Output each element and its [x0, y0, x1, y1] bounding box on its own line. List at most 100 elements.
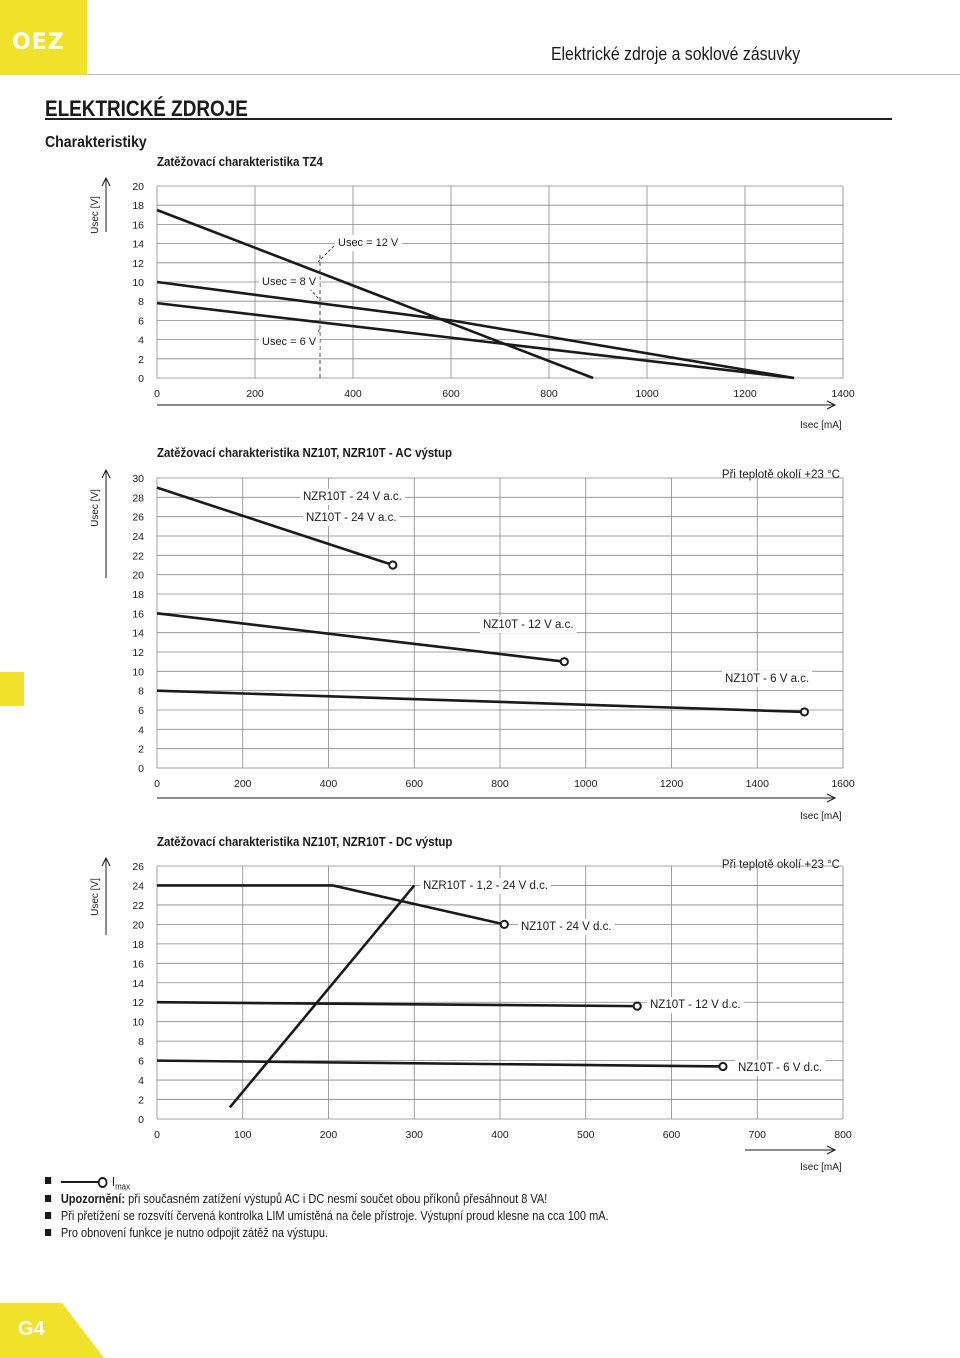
x-tick-label: 600	[663, 1129, 681, 1141]
warning-note: Upozornění: při současném zatížení výstu…	[45, 1191, 609, 1208]
imax-marker-icon	[499, 919, 509, 929]
y-tick-label: 6	[138, 705, 144, 717]
y-tick-label: 0	[138, 1114, 144, 1126]
header-divider	[87, 74, 960, 75]
overload-note: Při přetížení se rozsvítí červená kontro…	[45, 1208, 609, 1225]
imax-marker-icon	[718, 1061, 728, 1072]
y-tick-label: 2	[138, 354, 144, 366]
x-tick-label: 400	[491, 1129, 509, 1141]
series-line	[156, 486, 394, 567]
y-axis-arrowhead	[101, 468, 111, 479]
y-tick-label: 24	[132, 880, 144, 892]
label-nz10t-6v-ac-bg	[722, 671, 813, 687]
x-tick-label: 600	[442, 388, 460, 400]
label-nz10t-12v-ac: NZ10T - 12 V a.c.	[483, 619, 574, 631]
y-tick-label: 4	[138, 335, 144, 347]
x-tick-label: 800	[491, 778, 509, 790]
section-title: ELEKTRICKÉ ZDROJE	[45, 96, 248, 121]
bullet-icon	[45, 1177, 52, 1184]
label-nz10t-24v-ac-bg	[303, 510, 400, 526]
x-tick-label: 800	[834, 1129, 852, 1141]
y-tick-label: 12	[132, 258, 144, 270]
y-tick-label: 10	[132, 666, 144, 678]
x-tick-label: 800	[540, 388, 558, 400]
x-axis-label: Isec [mA]	[800, 420, 842, 431]
reset-text: Pro obnovení funkce je nutno odpojit zát…	[60, 1226, 329, 1240]
label-nz10t-6v-ac: NZ10T - 6 V a.c.	[725, 673, 809, 685]
imax-marker-icon	[799, 707, 810, 717]
annotation-usec-6v-bg	[259, 334, 320, 350]
y-tick-label: 8	[138, 296, 144, 308]
x-axis-arrowhead	[826, 1145, 837, 1155]
x-tick-label: 1200	[660, 778, 684, 790]
y-tick-label: 26	[132, 861, 144, 873]
y-tick-label: 0	[138, 373, 144, 385]
bullet-icon	[45, 1229, 52, 1236]
y-tick-label: 26	[132, 512, 144, 524]
y-axis-label: Usec [V]	[90, 878, 101, 916]
y-tick-label: 28	[132, 492, 144, 504]
y-tick-label: 6	[138, 315, 144, 327]
y-tick-label: 14	[132, 628, 144, 640]
y-tick-label: 10	[132, 1017, 144, 1029]
x-tick-label: 700	[748, 1129, 766, 1141]
y-tick-label: 2	[138, 1095, 144, 1107]
annotation-usec-12v-bg	[335, 235, 402, 251]
x-tick-label: 200	[246, 388, 264, 400]
y-tick-label: 16	[132, 219, 144, 231]
label-nz10t-12v-ac-bg	[480, 617, 577, 633]
x-tick-label: 1400	[746, 778, 770, 790]
y-tick-label: 4	[138, 724, 144, 736]
chart-title: Zatěžovací charakteristika NZ10T, NZR10T…	[157, 834, 452, 849]
x-tick-label: 600	[405, 778, 423, 790]
x-axis-arrowhead	[826, 793, 837, 803]
x-tick-label: 0	[154, 1129, 160, 1141]
y-tick-label: 16	[132, 958, 144, 970]
label-nzr10t-24v-ac: NZR10T - 24 V a.c.	[303, 491, 402, 503]
x-tick-label: 400	[344, 388, 362, 400]
y-tick-label: 20	[132, 570, 144, 582]
series-line	[156, 1059, 723, 1068]
imax-marker-icon	[632, 1001, 642, 1011]
y-tick-label: 18	[132, 200, 144, 212]
y-tick-label: 4	[138, 1075, 144, 1087]
y-tick-label: 8	[138, 1036, 144, 1048]
x-tick-label: 300	[405, 1129, 423, 1141]
imax-marker-icon	[559, 657, 569, 667]
label-nz10t-12v-dc: NZ10T - 12 V d.c.	[650, 999, 741, 1011]
label-nz10t-6v-dc: NZ10T - 6 V d.c.	[738, 1062, 822, 1074]
series-line	[156, 280, 795, 380]
y-tick-label: 22	[132, 550, 144, 562]
x-tick-label: 200	[234, 778, 252, 790]
label-nz10t-12v-dc-bg	[647, 997, 744, 1013]
warning-label: Upozornění:	[60, 1192, 126, 1206]
chart-title: Zatěžovací charakteristika TZ4	[157, 154, 323, 169]
x-tick-label: 1000	[635, 388, 659, 400]
imax-marker-icon	[60, 1176, 108, 1188]
chart-title: Zatěžovací charakteristika NZ10T, NZR10T…	[157, 445, 452, 460]
y-tick-label: 12	[132, 997, 144, 1009]
label-nzr10t-24v-ac-bg	[300, 489, 405, 505]
y-tick-label: 10	[132, 277, 144, 289]
x-tick-label: 500	[577, 1129, 595, 1141]
y-axis-arrowhead	[101, 856, 111, 867]
x-axis-arrowhead	[826, 400, 837, 410]
subsection-title: Charakteristiky	[45, 134, 147, 151]
x-tick-label: 0	[154, 388, 160, 400]
logo: OEZ	[12, 30, 65, 55]
imax-label: Imax	[111, 1174, 131, 1192]
y-axis-label: Usec [V]	[90, 196, 101, 234]
x-tick-label: 1000	[574, 778, 598, 790]
x-axis-label: Isec [mA]	[800, 811, 842, 822]
y-tick-label: 2	[138, 744, 144, 756]
x-tick-label: 100	[234, 1129, 252, 1141]
page-number: G4	[18, 1318, 45, 1340]
dashed-leader	[317, 245, 335, 263]
warning-text: při současném zatížení výstupů AC i DC n…	[125, 1192, 548, 1206]
y-tick-label: 22	[132, 900, 144, 912]
overload-text: Při přetížení se rozsvítí červená kontro…	[60, 1209, 609, 1223]
y-tick-label: 14	[132, 978, 144, 990]
label-nzr10t-24v-dc: NZR10T - 1,2 - 24 V d.c.	[423, 880, 548, 892]
x-tick-label: 1400	[831, 388, 855, 400]
